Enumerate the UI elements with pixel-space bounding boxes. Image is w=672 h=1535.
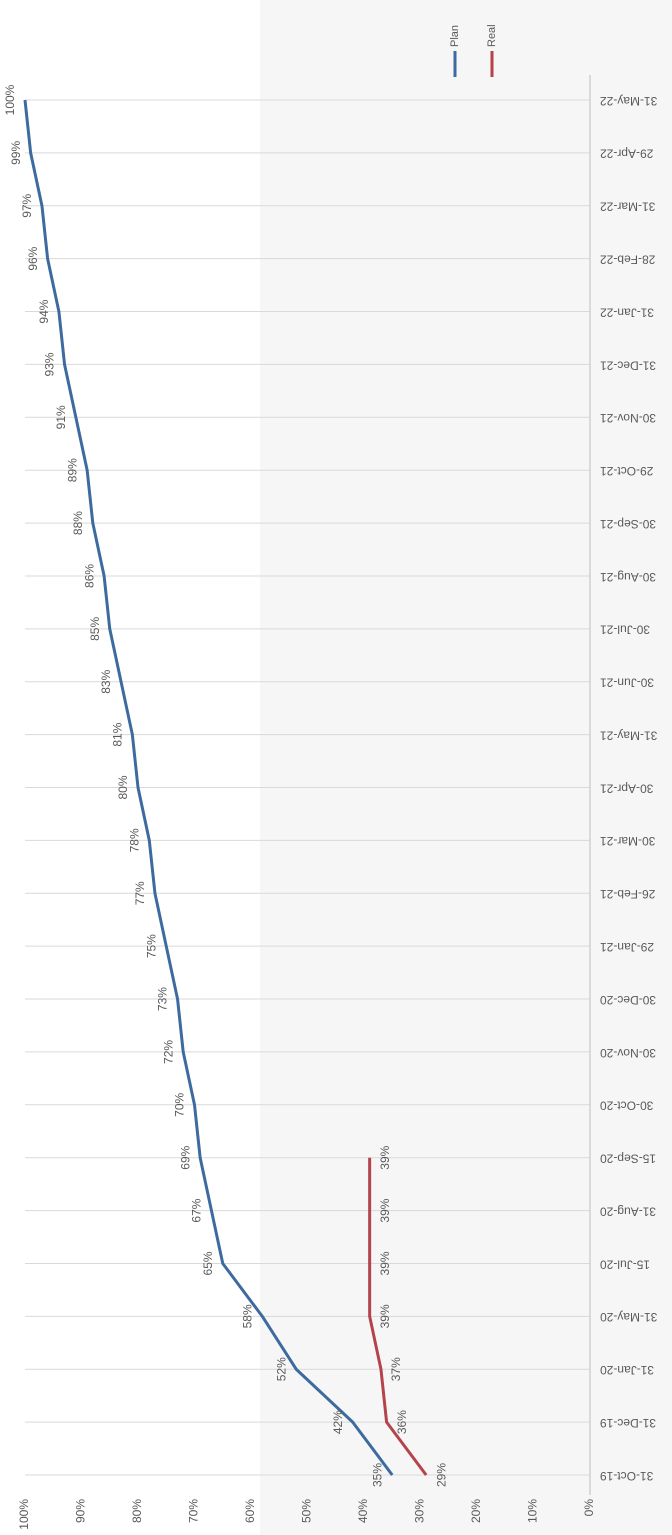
- data-label: 91%: [54, 405, 68, 429]
- data-label: 39%: [378, 1251, 392, 1275]
- data-label: 42%: [331, 1410, 345, 1434]
- data-label: 86%: [82, 564, 96, 588]
- y-tick-label: 40%: [356, 1499, 370, 1523]
- data-label: 80%: [116, 775, 130, 799]
- y-tick-label: 20%: [469, 1499, 483, 1523]
- background: [260, 0, 672, 1535]
- data-label: 94%: [37, 299, 51, 323]
- data-label: 65%: [201, 1251, 215, 1275]
- legend-label: Real: [486, 24, 498, 47]
- legend-label: Plan: [449, 25, 461, 47]
- x-tick-label: 31-Jan-22: [600, 305, 654, 319]
- data-label: 89%: [65, 458, 79, 482]
- data-label: 69%: [178, 1145, 192, 1169]
- data-label: 83%: [99, 669, 113, 693]
- x-tick-label: 29-Oct-21: [600, 464, 654, 478]
- x-tick-label: 30-Oct-20: [600, 1099, 654, 1113]
- y-tick-label: 100%: [17, 1499, 31, 1530]
- x-tick-label: 29-Apr-22: [600, 147, 654, 161]
- line: [23, 99, 394, 1476]
- x-tick-label: 31-May-22: [600, 94, 658, 108]
- x-tick-label: 30-Aug-21: [600, 570, 656, 584]
- x-tick-label: 29-Jan-21: [600, 940, 654, 954]
- x-tick-label: 31-Oct-19: [600, 1469, 654, 1483]
- y-tick-label: 10%: [526, 1499, 540, 1523]
- data-label: 96%: [26, 246, 40, 270]
- data-label: 39%: [378, 1198, 392, 1222]
- x-tick-label: 31-Aug-20: [600, 1204, 656, 1218]
- plot: 0% 10% 20% 30% 40% 50% 60% 70% 80% 90% 100% 31-Oct-…: [3, 24, 657, 1529]
- data-label: 88%: [71, 511, 85, 535]
- data-label: 67%: [190, 1198, 204, 1222]
- data-label: 75%: [144, 934, 158, 958]
- x-tick-label: 28-Feb-22: [600, 252, 656, 266]
- y-tick-label: 90%: [74, 1499, 88, 1523]
- data-label: 81%: [111, 722, 125, 746]
- data-label: 36%: [395, 1410, 409, 1434]
- x-tick-label: 30-Apr-21: [600, 781, 654, 795]
- x-tick-label: 30-Sep-21: [600, 517, 656, 531]
- x-tick-label: 30-Mar-21: [600, 834, 656, 848]
- data-label: 93%: [43, 352, 57, 376]
- data-label: 73%: [156, 987, 170, 1011]
- x-tick-label: 31-Dec-21: [600, 358, 656, 372]
- data-label: 85%: [88, 617, 102, 641]
- y-tick-label: 50%: [300, 1499, 314, 1523]
- data-label: 35%: [370, 1463, 384, 1487]
- data-label: 70%: [173, 1092, 187, 1116]
- x-tick-label: 30-Nov-20: [600, 1046, 656, 1060]
- line: [368, 1157, 428, 1476]
- data-label: 78%: [127, 828, 141, 852]
- x-tick-label: 31-May-21: [600, 728, 658, 742]
- x-tick-label: 15-Jul-20: [600, 1257, 650, 1271]
- x-tick-label: 31-May-20: [600, 1310, 658, 1324]
- data-label: 97%: [20, 193, 34, 217]
- data-label: 29%: [434, 1463, 448, 1487]
- data-label: 99%: [9, 141, 23, 165]
- x-tick-label: 31-Jan-20: [600, 1363, 654, 1377]
- data-label: 77%: [133, 881, 147, 905]
- data-label: 37%: [389, 1357, 403, 1381]
- data-label: 58%: [240, 1304, 254, 1328]
- data-label: 39%: [378, 1145, 392, 1169]
- data-label: 72%: [161, 1040, 175, 1064]
- y-tick-label: 30%: [413, 1499, 427, 1523]
- x-tick-label: 30-Dec-20: [600, 993, 656, 1007]
- y-tick-label: 80%: [130, 1499, 144, 1523]
- x-tick-label: 15-Sep-20: [600, 1152, 656, 1166]
- y-tick-label: 0%: [582, 1499, 596, 1517]
- x-tick-label: 26-Feb-21: [600, 887, 656, 901]
- x-tick-label: 30-Nov-21: [600, 411, 656, 425]
- x-tick-label: 31-Dec-19: [600, 1416, 656, 1430]
- data-label: 100%: [3, 84, 17, 115]
- x-tick-label: 31-Mar-22: [600, 200, 656, 214]
- x-tick-label: 30-Jul-21: [600, 623, 650, 637]
- y-tick-label: 70%: [187, 1499, 201, 1523]
- data-label: 39%: [378, 1304, 392, 1328]
- x-tick-label: 30-Jun-21: [600, 676, 654, 690]
- y-tick-label: 60%: [243, 1499, 257, 1523]
- data-label: 52%: [274, 1357, 288, 1381]
